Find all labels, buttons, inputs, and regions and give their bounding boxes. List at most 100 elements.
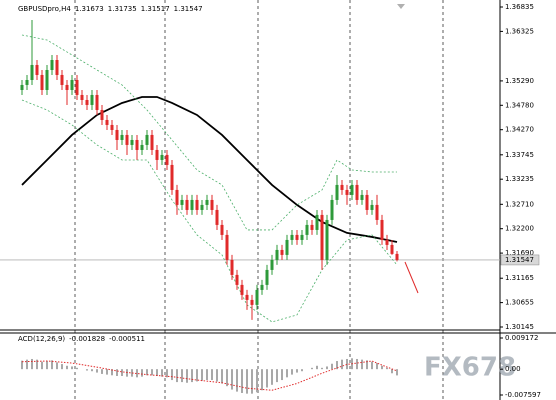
histogram-bar — [191, 369, 193, 383]
histogram-bar — [66, 365, 68, 370]
candle-body — [200, 204, 204, 210]
candle-body — [75, 79, 79, 95]
candle-body — [290, 234, 294, 240]
candle-body — [100, 109, 104, 120]
histogram-bar — [151, 369, 153, 376]
y-tick-label: -0.007597 — [505, 391, 541, 399]
histogram-bar — [91, 369, 93, 372]
candle-body — [210, 199, 214, 210]
histogram-bar — [301, 369, 303, 372]
overlay-line — [21, 96, 398, 243]
candle-body — [130, 139, 134, 145]
header-high: 1.31735 — [108, 5, 137, 13]
shift-marker — [397, 4, 405, 9]
candle-body — [105, 119, 109, 125]
candle-body — [190, 199, 194, 210]
histogram-bar — [211, 369, 213, 381]
indicator-header: ACD(12,26,9) -0.001828 -0.000511 — [18, 335, 145, 343]
candle-body — [340, 184, 344, 190]
histogram-bar — [161, 369, 163, 377]
candle-body — [60, 74, 64, 85]
histogram-bar — [106, 369, 108, 375]
histogram-bar — [386, 367, 388, 370]
candle-body — [135, 139, 139, 150]
candle-body — [165, 154, 169, 165]
candle-body — [345, 189, 349, 195]
candle-body — [80, 94, 84, 100]
candle-body — [85, 99, 89, 105]
indicator-name: ACD(12,26,9) — [18, 335, 65, 343]
histogram-bar — [361, 359, 363, 370]
chart-header: GBPUSDpro,H4 1.31673 1.31735 1.31517 1.31547 — [18, 5, 203, 13]
header-open: 1.31673 — [75, 5, 104, 13]
header-close: 1.31547 — [174, 5, 203, 13]
histogram-bar — [376, 363, 378, 370]
y-tick-label: 0.009172 — [505, 334, 538, 342]
candle-body — [170, 164, 174, 190]
histogram-bar — [286, 369, 288, 378]
histogram-bar — [236, 369, 238, 392]
histogram-bar — [181, 369, 183, 383]
candle-body — [310, 224, 314, 230]
candle-body — [265, 269, 269, 285]
histogram-bar — [111, 369, 113, 376]
histogram-bar — [316, 365, 318, 370]
candle-body — [230, 259, 234, 275]
y-tick-label: 1.31165 — [505, 274, 534, 282]
candle-body — [140, 144, 144, 150]
candle-body — [235, 274, 239, 285]
y-tick-label: 1.36325 — [505, 27, 534, 35]
candle-body — [160, 154, 164, 160]
candle-body — [320, 214, 324, 260]
histogram-bar — [166, 369, 168, 378]
candle-body — [240, 284, 244, 295]
candle-body — [220, 224, 224, 235]
histogram-bar — [396, 369, 398, 376]
histogram-bar — [156, 369, 158, 376]
histogram-bar — [31, 358, 33, 370]
histogram-bar — [71, 366, 73, 370]
candle-body — [380, 219, 384, 240]
histogram-bar — [271, 369, 273, 385]
histogram-bar — [216, 369, 218, 382]
candle-body — [50, 59, 54, 70]
histogram-bar — [141, 369, 143, 377]
candle-body — [270, 259, 274, 270]
candle-body — [330, 199, 334, 220]
candle-body — [275, 249, 279, 260]
histogram-bar — [331, 363, 333, 370]
candle-body — [300, 234, 304, 240]
candle-body — [195, 199, 199, 210]
y-tick-label: 1.35290 — [505, 77, 534, 85]
y-tick-label: 1.33235 — [505, 175, 534, 183]
histogram-bar — [381, 365, 383, 370]
histogram-bar — [51, 360, 53, 370]
candle-body — [215, 209, 219, 225]
histogram-bar — [76, 367, 78, 370]
y-tick-label: 1.33745 — [505, 151, 534, 159]
candle-body — [55, 59, 59, 75]
histogram-bar — [246, 369, 248, 394]
histogram-bar — [131, 369, 133, 377]
histogram-bar — [391, 369, 393, 374]
histogram-bar — [186, 369, 188, 383]
histogram-bar — [256, 369, 258, 393]
candle-body — [205, 199, 209, 205]
candle-body — [30, 64, 34, 80]
candle-body — [155, 149, 159, 160]
histogram-bar — [101, 369, 103, 374]
forecast-arrow — [404, 261, 419, 294]
histogram-bar — [341, 359, 343, 370]
candle-body — [390, 244, 394, 254]
candle-body — [65, 84, 69, 90]
histogram-bar — [61, 364, 63, 370]
current-price-label: 1.31547 — [505, 256, 534, 264]
histogram-bar — [276, 369, 278, 383]
histogram-bar — [251, 369, 253, 394]
candle-body — [45, 69, 49, 90]
y-tick-label: 1.34270 — [505, 126, 534, 134]
candle-body — [280, 249, 284, 255]
histogram-bar — [136, 369, 138, 378]
candle-body — [145, 134, 149, 145]
